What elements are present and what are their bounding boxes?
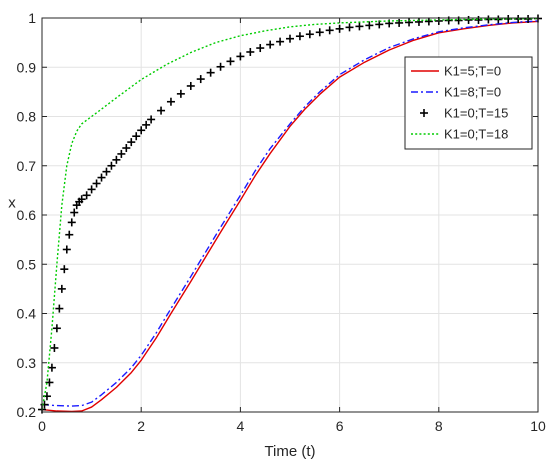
- data-point-plus: [305, 30, 314, 39]
- data-point-plus: [57, 284, 66, 293]
- ticks: 0 2 4 6 8 10 0.2 0.3 0.4 0.5 0.6 0.7 0.8 0.9 1: [17, 10, 546, 434]
- y-tick-label: 0.7: [17, 158, 37, 174]
- data-point-plus: [216, 62, 225, 71]
- data-point-plus: [55, 304, 64, 313]
- data-point-plus: [246, 47, 255, 56]
- legend-box: [404, 56, 533, 150]
- data-point-plus: [226, 57, 235, 66]
- data-point-plus: [355, 22, 364, 31]
- data-point-plus: [117, 149, 126, 158]
- legend-label: K1=0;T=15: [444, 106, 508, 121]
- data-point-plus: [345, 23, 354, 32]
- series-line-k1-8-t-0: [41, 20, 539, 407]
- data-point-plus: [50, 343, 59, 352]
- data-point-plus: [65, 230, 74, 239]
- data-point-plus: [266, 40, 275, 49]
- data-point-plus: [77, 195, 86, 204]
- data-point-plus: [365, 21, 374, 30]
- data-point-plus: [315, 28, 324, 37]
- legend-label: K1=5;T=0: [444, 64, 501, 79]
- y-axis-label: x: [8, 195, 16, 212]
- data-point-plus: [87, 185, 96, 194]
- data-point-plus: [286, 34, 294, 43]
- x-tick-label: 0: [38, 418, 46, 434]
- data-point-plus: [206, 68, 215, 77]
- series-line-k1-5-t-0: [41, 20, 539, 413]
- legend-label: K1=8;T=0: [444, 85, 501, 100]
- legend-label: K1=0;T=18: [444, 127, 508, 142]
- x-tick-label: 6: [336, 418, 344, 434]
- data-point-plus: [137, 126, 146, 135]
- data-point-plus: [45, 378, 54, 387]
- legend-item: K1=0;T=18: [411, 127, 508, 142]
- data-point-plus: [176, 89, 185, 98]
- data-point-plus: [112, 155, 121, 164]
- y-tick-label: 0.8: [17, 109, 37, 125]
- data-point-plus: [132, 132, 141, 141]
- y-tick-label: 0.5: [17, 256, 37, 272]
- y-tick-label: 0.4: [17, 306, 37, 322]
- data-point-plus: [186, 81, 195, 90]
- data-point-plus: [70, 208, 79, 217]
- data-point-plus: [60, 265, 69, 274]
- y-tick-label: 0.3: [17, 355, 37, 371]
- y-tick-label: 0.6: [17, 207, 37, 223]
- data-point-plus: [47, 363, 56, 372]
- data-point-plus: [295, 32, 304, 41]
- data-point-plus: [395, 18, 404, 27]
- legend-item: K1=0;T=15: [420, 106, 508, 121]
- x-tick-label: 4: [237, 418, 245, 434]
- data-point-plus: [375, 20, 384, 29]
- data-point-plus: [107, 161, 116, 170]
- legend-item: K1=8;T=0: [411, 85, 501, 100]
- data-point-plus: [335, 24, 344, 33]
- data-point-plus: [82, 191, 91, 200]
- data-point-plus: [196, 75, 205, 84]
- data-point-plus: [97, 173, 106, 182]
- data-point-plus: [325, 26, 334, 35]
- data-point-plus: [405, 18, 414, 27]
- legend-item: K1=5;T=0: [411, 64, 501, 79]
- data-point-plus: [142, 120, 151, 129]
- data-point-plus: [424, 17, 433, 26]
- legend: K1=5;T=0 K1=8;T=0 K1=0;T=15 K1=0;T=18: [404, 56, 533, 150]
- x-tick-label: 10: [530, 418, 546, 434]
- data-point-plus: [62, 245, 71, 254]
- data-point-plus: [122, 144, 131, 153]
- data-point-plus: [147, 115, 156, 124]
- data-point-plus: [414, 17, 423, 26]
- x-tick-label: 2: [137, 418, 145, 434]
- y-tick-label: 0.2: [17, 404, 37, 420]
- x-tick-label: 8: [435, 418, 443, 434]
- data-point-plus: [256, 44, 265, 53]
- data-point-plus: [166, 97, 175, 106]
- data-point-plus: [52, 324, 61, 333]
- data-point-plus: [474, 15, 483, 24]
- data-point-plus: [127, 138, 136, 147]
- data-point-plus: [157, 106, 166, 115]
- data-point-plus: [92, 179, 101, 188]
- y-tick-label: 0.9: [17, 59, 37, 75]
- x-axis-label: Time (t): [264, 443, 315, 460]
- data-point-plus: [102, 167, 111, 176]
- y-tick-label: 1: [28, 10, 36, 26]
- data-point-plus: [276, 37, 285, 46]
- legend-swatch-plus: [420, 109, 428, 117]
- data-point-plus: [67, 218, 76, 227]
- data-point-plus: [236, 52, 245, 61]
